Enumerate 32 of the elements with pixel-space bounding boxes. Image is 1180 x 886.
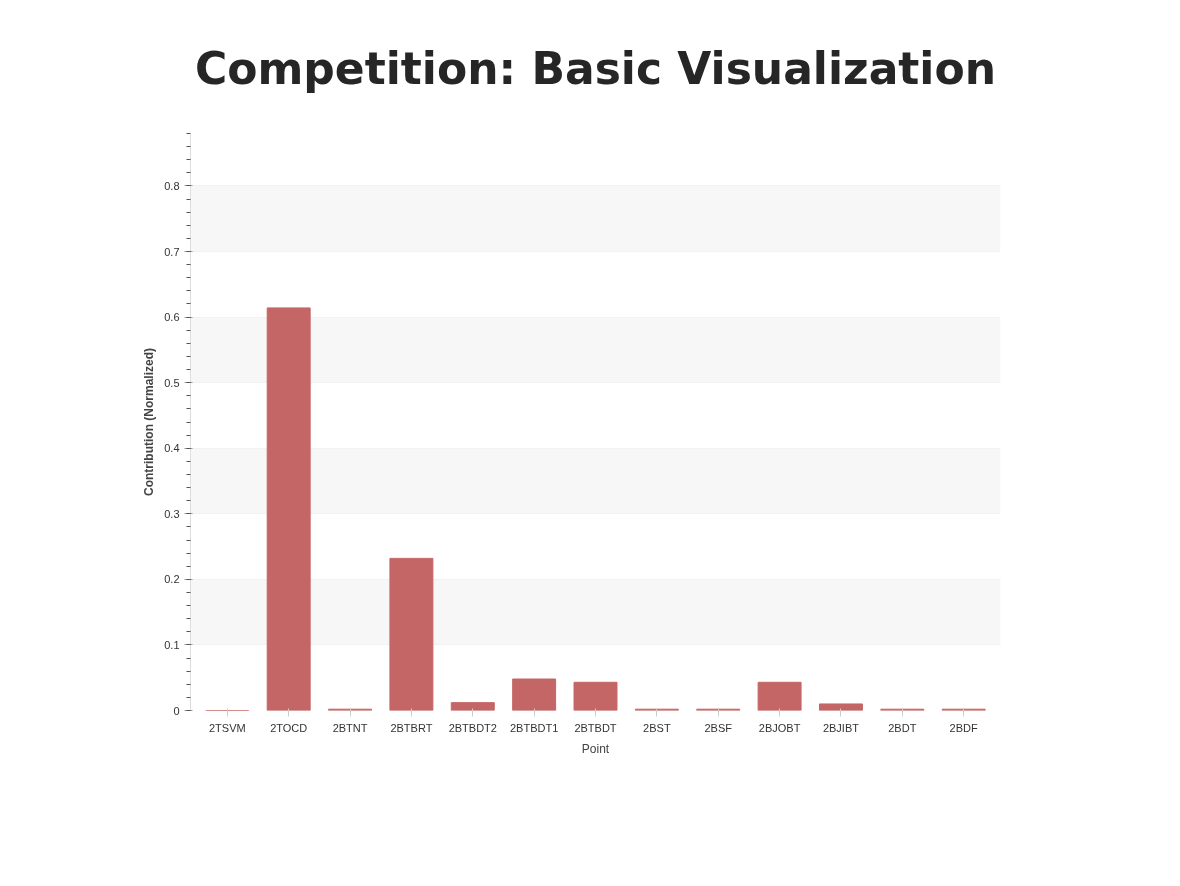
bar	[266, 307, 311, 711]
x-tick-label: 2TOCD	[270, 721, 308, 734]
x-tick-label: 2BTBRT	[390, 721, 433, 734]
bar	[512, 678, 557, 711]
y-tick-label: 0.6	[164, 311, 180, 324]
x-tick-label: 2BTBDT2	[448, 721, 497, 734]
bar	[573, 681, 618, 711]
y-tick-label: 0.8	[164, 179, 180, 192]
x-tick-label: 2BJOBT	[758, 721, 801, 734]
y-tick-label: 0.3	[164, 507, 180, 520]
x-tick-label: 2BSF	[704, 721, 733, 734]
y-tick-label: 0	[173, 704, 180, 717]
y-tick-label: 0.7	[164, 245, 180, 258]
chart-title: Competition: Basic Visualization	[195, 42, 997, 94]
x-tick-label: 2BDF	[949, 721, 979, 734]
x-tick-label: 2BTNT	[332, 721, 368, 734]
y-tick-label: 0.1	[164, 638, 180, 651]
y-tick-label: 0.4	[164, 442, 180, 455]
bar	[450, 702, 495, 711]
x-tick-label: 2TSVM	[208, 721, 246, 734]
bar	[818, 703, 863, 711]
y-tick-label: 0.5	[164, 376, 180, 389]
x-tick-label: 2BTBDT1	[509, 721, 559, 734]
x-tick-label: 2BTBDT	[574, 721, 617, 734]
y-tick-label: 0.2	[164, 573, 180, 586]
x-tick-label: 2BST	[643, 721, 671, 734]
y-axis-title: Contribution (Normalized)	[142, 348, 157, 496]
x-tick-label: 2BDT	[888, 721, 917, 734]
bar	[389, 557, 434, 711]
x-axis-title: Point	[581, 741, 610, 756]
x-tick-label: 2BJIBT	[822, 721, 860, 734]
bar	[757, 681, 802, 711]
